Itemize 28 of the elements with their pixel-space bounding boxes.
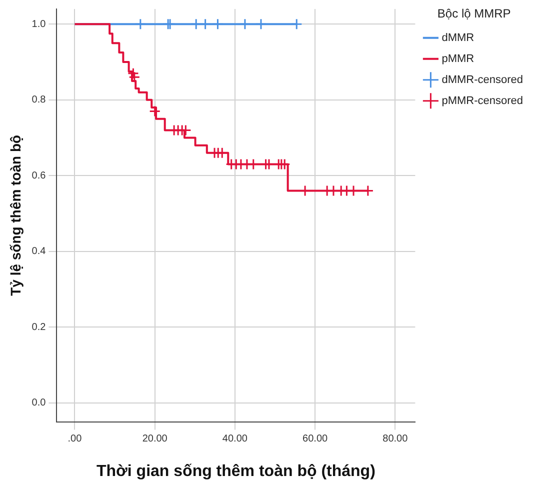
point	[127, 68, 139, 80]
legend-label: pMMR	[442, 52, 474, 65]
point	[128, 71, 140, 83]
legend-title: Bộc lộ MMRP	[437, 6, 511, 20]
legend-label: pMMR-censored	[442, 94, 524, 107]
y-tick-label: 0.8	[32, 94, 46, 106]
point	[255, 18, 267, 30]
y-axis-title: Tỷ lệ sống thêm toàn bộ	[7, 134, 24, 296]
y-tick-label: 0.6	[32, 170, 46, 182]
y-tick-label: 0.4	[32, 246, 46, 258]
y-tick-label: 0.2	[32, 322, 46, 333]
x-tick-label: 20.00	[142, 434, 168, 445]
legend-label: dMMR	[442, 32, 474, 44]
point	[190, 18, 202, 30]
x-axis-title: Thời gian sống thêm toàn bộ (tháng)	[96, 462, 376, 480]
legend-label: dMMR-censored	[442, 74, 524, 86]
x-tick-label: .00	[68, 434, 82, 445]
x-tick-label: 60.00	[302, 434, 328, 445]
point	[239, 18, 251, 30]
point	[134, 18, 146, 30]
point	[200, 18, 212, 30]
point	[149, 106, 161, 118]
y-tick-label: 0.0	[32, 398, 46, 409]
point	[212, 18, 224, 30]
x-tick-label: 80.00	[382, 434, 408, 445]
x-tick-label: 40.00	[222, 434, 248, 445]
point	[290, 18, 302, 30]
y-tick-label: 1.0	[32, 18, 46, 30]
